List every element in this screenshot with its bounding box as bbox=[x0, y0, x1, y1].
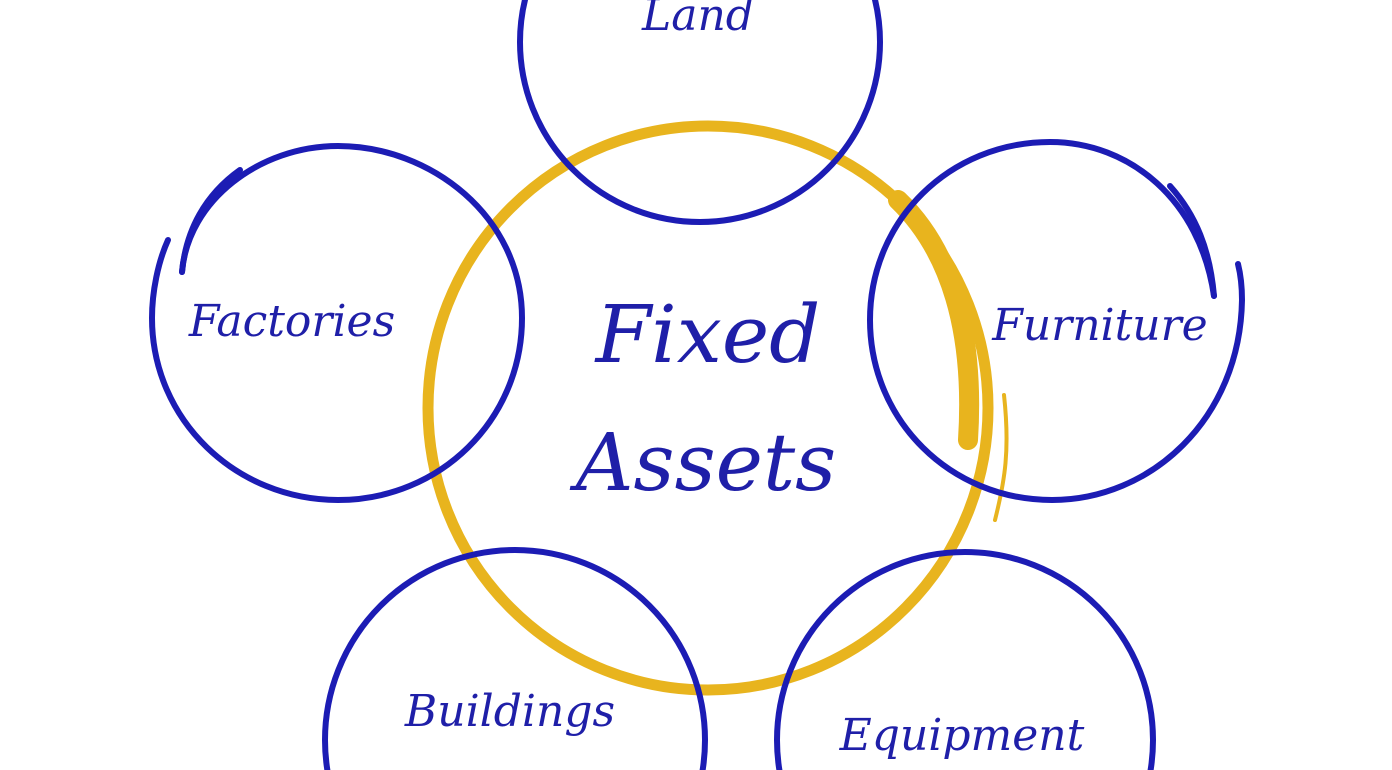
buildings-circle bbox=[322, 547, 708, 770]
buildings-label: Buildings bbox=[404, 686, 615, 737]
furniture-label: Furniture bbox=[991, 300, 1207, 351]
land-label: Land bbox=[641, 0, 754, 41]
furniture-circle bbox=[866, 138, 1246, 504]
equipment-circle bbox=[774, 549, 1156, 770]
center-title-line1: Fixed bbox=[594, 288, 821, 381]
factories-label: Factories bbox=[188, 296, 395, 347]
factories-circle bbox=[148, 142, 526, 504]
center-title-line2: Assets bbox=[569, 416, 836, 509]
center-ring bbox=[422, 120, 1009, 696]
land-circle bbox=[517, 0, 883, 225]
equipment-label: Equipment bbox=[839, 710, 1085, 761]
